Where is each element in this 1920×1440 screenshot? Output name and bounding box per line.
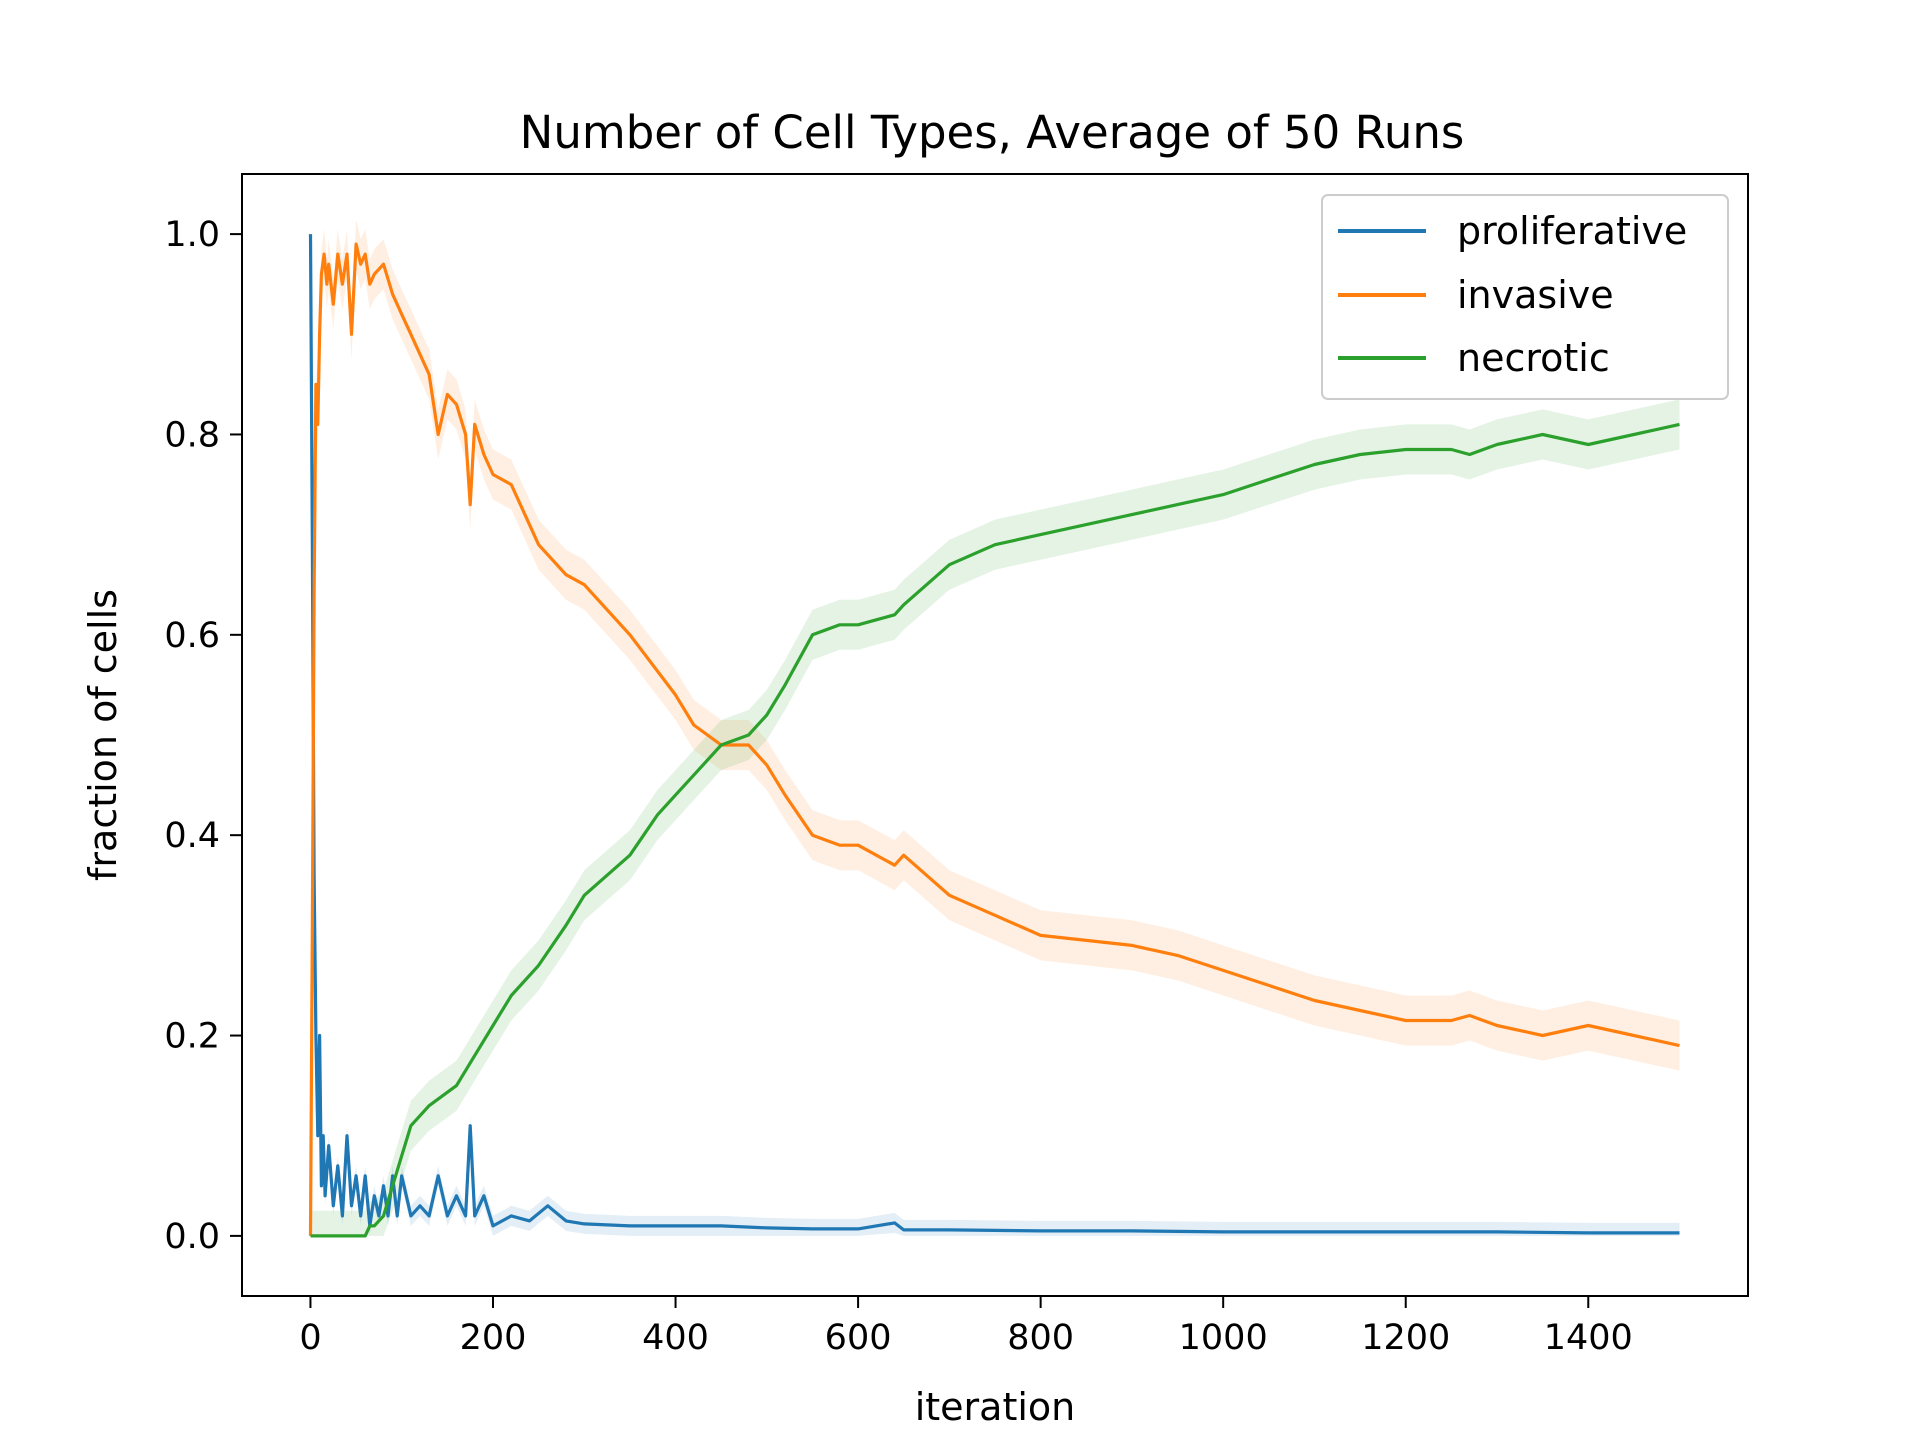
y-axis-label: fraction of cells: [81, 589, 125, 881]
y-tick-label: 1.0: [164, 215, 220, 255]
plot-area: [241, 173, 1749, 1297]
series-lines: [308, 234, 1680, 1238]
y-tick-label: 0.4: [164, 816, 220, 856]
band-necrotic: [310, 399, 1680, 1236]
x-tick-label: 0: [299, 1318, 321, 1358]
series-line-necrotic: [310, 422, 1680, 1238]
y-tick-label: 0.0: [164, 1217, 220, 1257]
x-axis-ticks: 0 200 400 600 800 1000 1200 1400: [299, 1296, 1633, 1358]
band-invasive: [310, 219, 1680, 1236]
series-line-proliferative: [308, 234, 1680, 1235]
y-tick-label: 0.6: [164, 616, 220, 656]
chart-title: Number of Cell Types, Average of 50 Runs: [520, 106, 1465, 159]
legend: proliferative invasive necrotic: [1321, 194, 1729, 400]
legend-label-invasive: invasive: [1457, 273, 1614, 317]
legend-label-proliferative: proliferative: [1457, 209, 1687, 253]
series-line-invasive: [308, 242, 1680, 1236]
plot-frame: [241, 173, 1749, 1297]
confidence-bands: [310, 219, 1680, 1236]
legend-label-necrotic: necrotic: [1457, 336, 1610, 380]
x-tick-label: 400: [642, 1318, 709, 1358]
y-tick-label: 0.8: [164, 415, 220, 455]
y-tick-label: 0.2: [164, 1017, 220, 1057]
x-tick-label: 1000: [1179, 1318, 1268, 1358]
x-tick-label: 600: [825, 1318, 892, 1358]
x-tick-label: 1200: [1361, 1318, 1450, 1358]
x-tick-label: 200: [460, 1318, 527, 1358]
x-axis-label: iteration: [915, 1385, 1076, 1429]
x-tick-label: 1400: [1544, 1318, 1633, 1358]
x-tick-label: 800: [1007, 1318, 1074, 1358]
legend-box: [1321, 194, 1729, 400]
y-axis-ticks: 0.0 0.2 0.4 0.6 0.8 1.0: [164, 215, 242, 1257]
